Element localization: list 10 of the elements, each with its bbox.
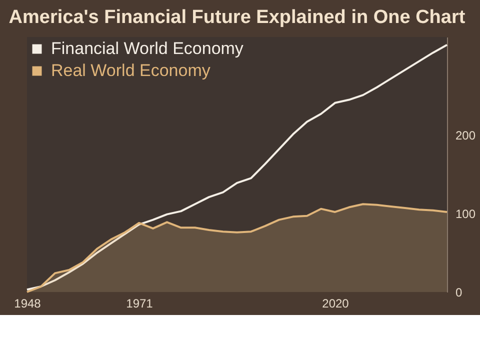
chart-title: America's Financial Future Explained in One Chart — [8, 7, 466, 28]
legend-label: Real World Economy — [51, 61, 211, 80]
x-tick-label: 2020 — [322, 296, 350, 310]
line-series — [26, 44, 448, 291]
y-tick-label: 100 — [456, 207, 476, 222]
y-tick-label: 0 — [456, 286, 462, 300]
y-tick-label: 200 — [456, 128, 476, 143]
x-tick-label: 1971 — [126, 296, 154, 310]
x-tick-label: 1948 — [14, 296, 42, 310]
legend-label: Financial World Economy — [51, 39, 244, 58]
